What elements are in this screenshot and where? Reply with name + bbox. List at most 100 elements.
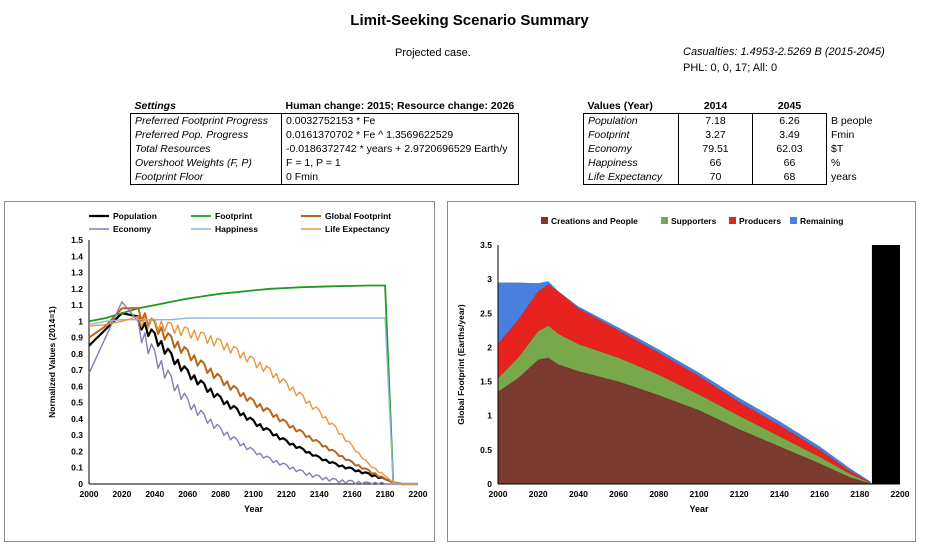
area-creations-and-people bbox=[498, 357, 872, 484]
values-row-unit: $T bbox=[831, 143, 844, 155]
x-tick-label: 2200 bbox=[891, 489, 910, 499]
legend-label: Footprint bbox=[215, 211, 252, 221]
legend-label: Creations and People bbox=[551, 216, 638, 226]
area-supporters bbox=[498, 325, 872, 484]
values-row-unit: % bbox=[831, 157, 841, 169]
values-row-label: Happiness bbox=[583, 156, 679, 170]
series-line-life-expectancy bbox=[88, 315, 418, 485]
series-line-footprint bbox=[88, 284, 418, 485]
y-tick-label: 2 bbox=[487, 342, 492, 352]
y-axis-label: Global Footprint (Earths/year) bbox=[456, 304, 466, 425]
x-axis-label: Year bbox=[244, 504, 264, 514]
y-tick-label: 1.4 bbox=[71, 251, 83, 261]
settings-header-label: Settings bbox=[134, 100, 176, 112]
values-row-2045: 6.26 bbox=[752, 113, 827, 128]
x-tick-label: 2120 bbox=[730, 489, 749, 499]
x-tick-label: 2040 bbox=[569, 489, 588, 499]
x-tick-label: 2160 bbox=[810, 489, 829, 499]
settings-row: Overshoot Weights (F, P) F = 1, P = 1 bbox=[130, 156, 519, 170]
settings-row: Total Resources -0.0186372742 * years + … bbox=[130, 142, 519, 156]
x-tick-label: 2020 bbox=[529, 489, 548, 499]
legend-label: Supporters bbox=[671, 216, 717, 226]
settings-row: Footprint Floor 0 Fmin bbox=[130, 170, 519, 185]
series-line-economy bbox=[88, 301, 418, 485]
area-producers bbox=[498, 284, 872, 484]
settings-row-label: Total Resources bbox=[130, 142, 282, 156]
phl-text: PHL: 0, 0, 17; All: 0 bbox=[683, 62, 778, 74]
x-tick-label: 2000 bbox=[489, 489, 508, 499]
settings-row: Preferred Pop. Progress 0.0161370702 * F… bbox=[130, 128, 519, 142]
y-tick-label: 1.5 bbox=[71, 235, 83, 245]
x-tick-label: 2200 bbox=[409, 489, 428, 499]
y-tick-label: 3.5 bbox=[480, 240, 492, 250]
y-tick-label: 3 bbox=[487, 274, 492, 284]
values-header-2045: 2045 bbox=[777, 100, 802, 112]
settings-table: Settings Human change: 2015; Resource ch… bbox=[130, 99, 519, 185]
y-tick-label: 0.7 bbox=[71, 365, 83, 375]
x-tick-label: 2020 bbox=[112, 489, 131, 499]
values-row-2045: 62.03 bbox=[752, 142, 827, 156]
x-tick-label: 2080 bbox=[649, 489, 668, 499]
y-tick-label: 2.5 bbox=[480, 308, 492, 318]
x-tick-label: 2060 bbox=[178, 489, 197, 499]
x-tick-label: 2180 bbox=[376, 489, 395, 499]
y-tick-label: 1.5 bbox=[480, 377, 492, 387]
values-row-2045: 3.49 bbox=[752, 128, 827, 142]
y-tick-label: 0.1 bbox=[71, 463, 83, 473]
series-line-population bbox=[88, 312, 418, 486]
x-tick-label: 2040 bbox=[145, 489, 164, 499]
values-row-2014: 7.18 bbox=[678, 113, 753, 128]
y-tick-label: 1.3 bbox=[71, 268, 83, 278]
values-row: Population 7.18 6.26 B people bbox=[583, 113, 888, 128]
x-tick-label: 2140 bbox=[310, 489, 329, 499]
values-row-label: Footprint bbox=[583, 128, 679, 142]
values-row-2014: 70 bbox=[678, 170, 753, 185]
x-tick-label: 2000 bbox=[80, 489, 99, 499]
values-row-2014: 66 bbox=[678, 156, 753, 170]
x-axis-label: Year bbox=[689, 504, 709, 514]
x-tick-label: 2120 bbox=[277, 489, 296, 499]
x-tick-label: 2180 bbox=[850, 489, 869, 499]
legend-swatch bbox=[661, 217, 668, 224]
x-tick-label: 2100 bbox=[244, 489, 263, 499]
values-row-unit: years bbox=[831, 171, 857, 184]
settings-row-value: -0.0186372742 * years + 2.9720696529 Ear… bbox=[281, 142, 519, 156]
y-tick-label: 0.5 bbox=[71, 398, 83, 408]
x-tick-label: 2160 bbox=[343, 489, 362, 499]
legend-label: Producers bbox=[739, 216, 781, 226]
legend-label: Happiness bbox=[215, 224, 258, 234]
y-tick-label: 0 bbox=[487, 479, 492, 489]
settings-header-value: Human change: 2015; Resource change: 202… bbox=[285, 100, 515, 112]
settings-row-value: 0.0161370702 * Fe ^ 1.3569622529 bbox=[281, 128, 519, 142]
normalized-values-chart-panel: 0 0.1 0.2 0.3 0.4 0.5 0.6 0.7 0.8 0.9 1 1.1 1.2 1.3 1.… bbox=[4, 201, 435, 542]
page-title: Limit-Seeking Scenario Summary bbox=[350, 12, 589, 29]
y-tick-label: 0.8 bbox=[71, 349, 83, 359]
y-tick-label: 0.5 bbox=[480, 445, 492, 455]
y-tick-label: 0 bbox=[78, 479, 83, 489]
values-row: Life Expectancy 70 68 years bbox=[583, 170, 888, 185]
settings-row-label: Footprint Floor bbox=[130, 170, 282, 185]
y-tick-label: 0.2 bbox=[71, 446, 83, 456]
x-tick-label: 2100 bbox=[690, 489, 709, 499]
y-axis-label: Normalized Values (2014=1) bbox=[47, 306, 57, 418]
series-line-happiness bbox=[88, 317, 418, 485]
y-tick-label: 0.4 bbox=[71, 414, 83, 424]
values-row-2014: 3.27 bbox=[678, 128, 753, 142]
values-row: Economy 79.51 62.03 $T bbox=[583, 142, 888, 156]
values-row-unit: B people bbox=[831, 114, 873, 127]
settings-row-value: F = 1, P = 1 bbox=[281, 156, 519, 170]
values-row: Happiness 66 66 % bbox=[583, 156, 888, 170]
legend-label: Remaining bbox=[800, 216, 843, 226]
values-header-2014: 2014 bbox=[703, 100, 728, 112]
values-table: Values (Year) 2014 2045 Population 7.18 … bbox=[583, 99, 888, 185]
global-footprint-chart: 0 0.5 1 1.5 2 2.5 3 3.5 2000 2020 2040 2060 2080 2100… bbox=[456, 216, 910, 514]
legend-label: Life Expectancy bbox=[325, 224, 390, 234]
values-row-unit: Fmin bbox=[831, 129, 855, 141]
values-row-label: Population bbox=[583, 113, 679, 128]
legend-label: Population bbox=[113, 211, 157, 221]
y-tick-label: 1 bbox=[78, 316, 83, 326]
case-label: Projected case. bbox=[395, 47, 471, 59]
x-tick-label: 2080 bbox=[211, 489, 230, 499]
settings-row-label: Preferred Footprint Progress bbox=[130, 113, 282, 128]
y-tick-label: 0.3 bbox=[71, 430, 83, 440]
